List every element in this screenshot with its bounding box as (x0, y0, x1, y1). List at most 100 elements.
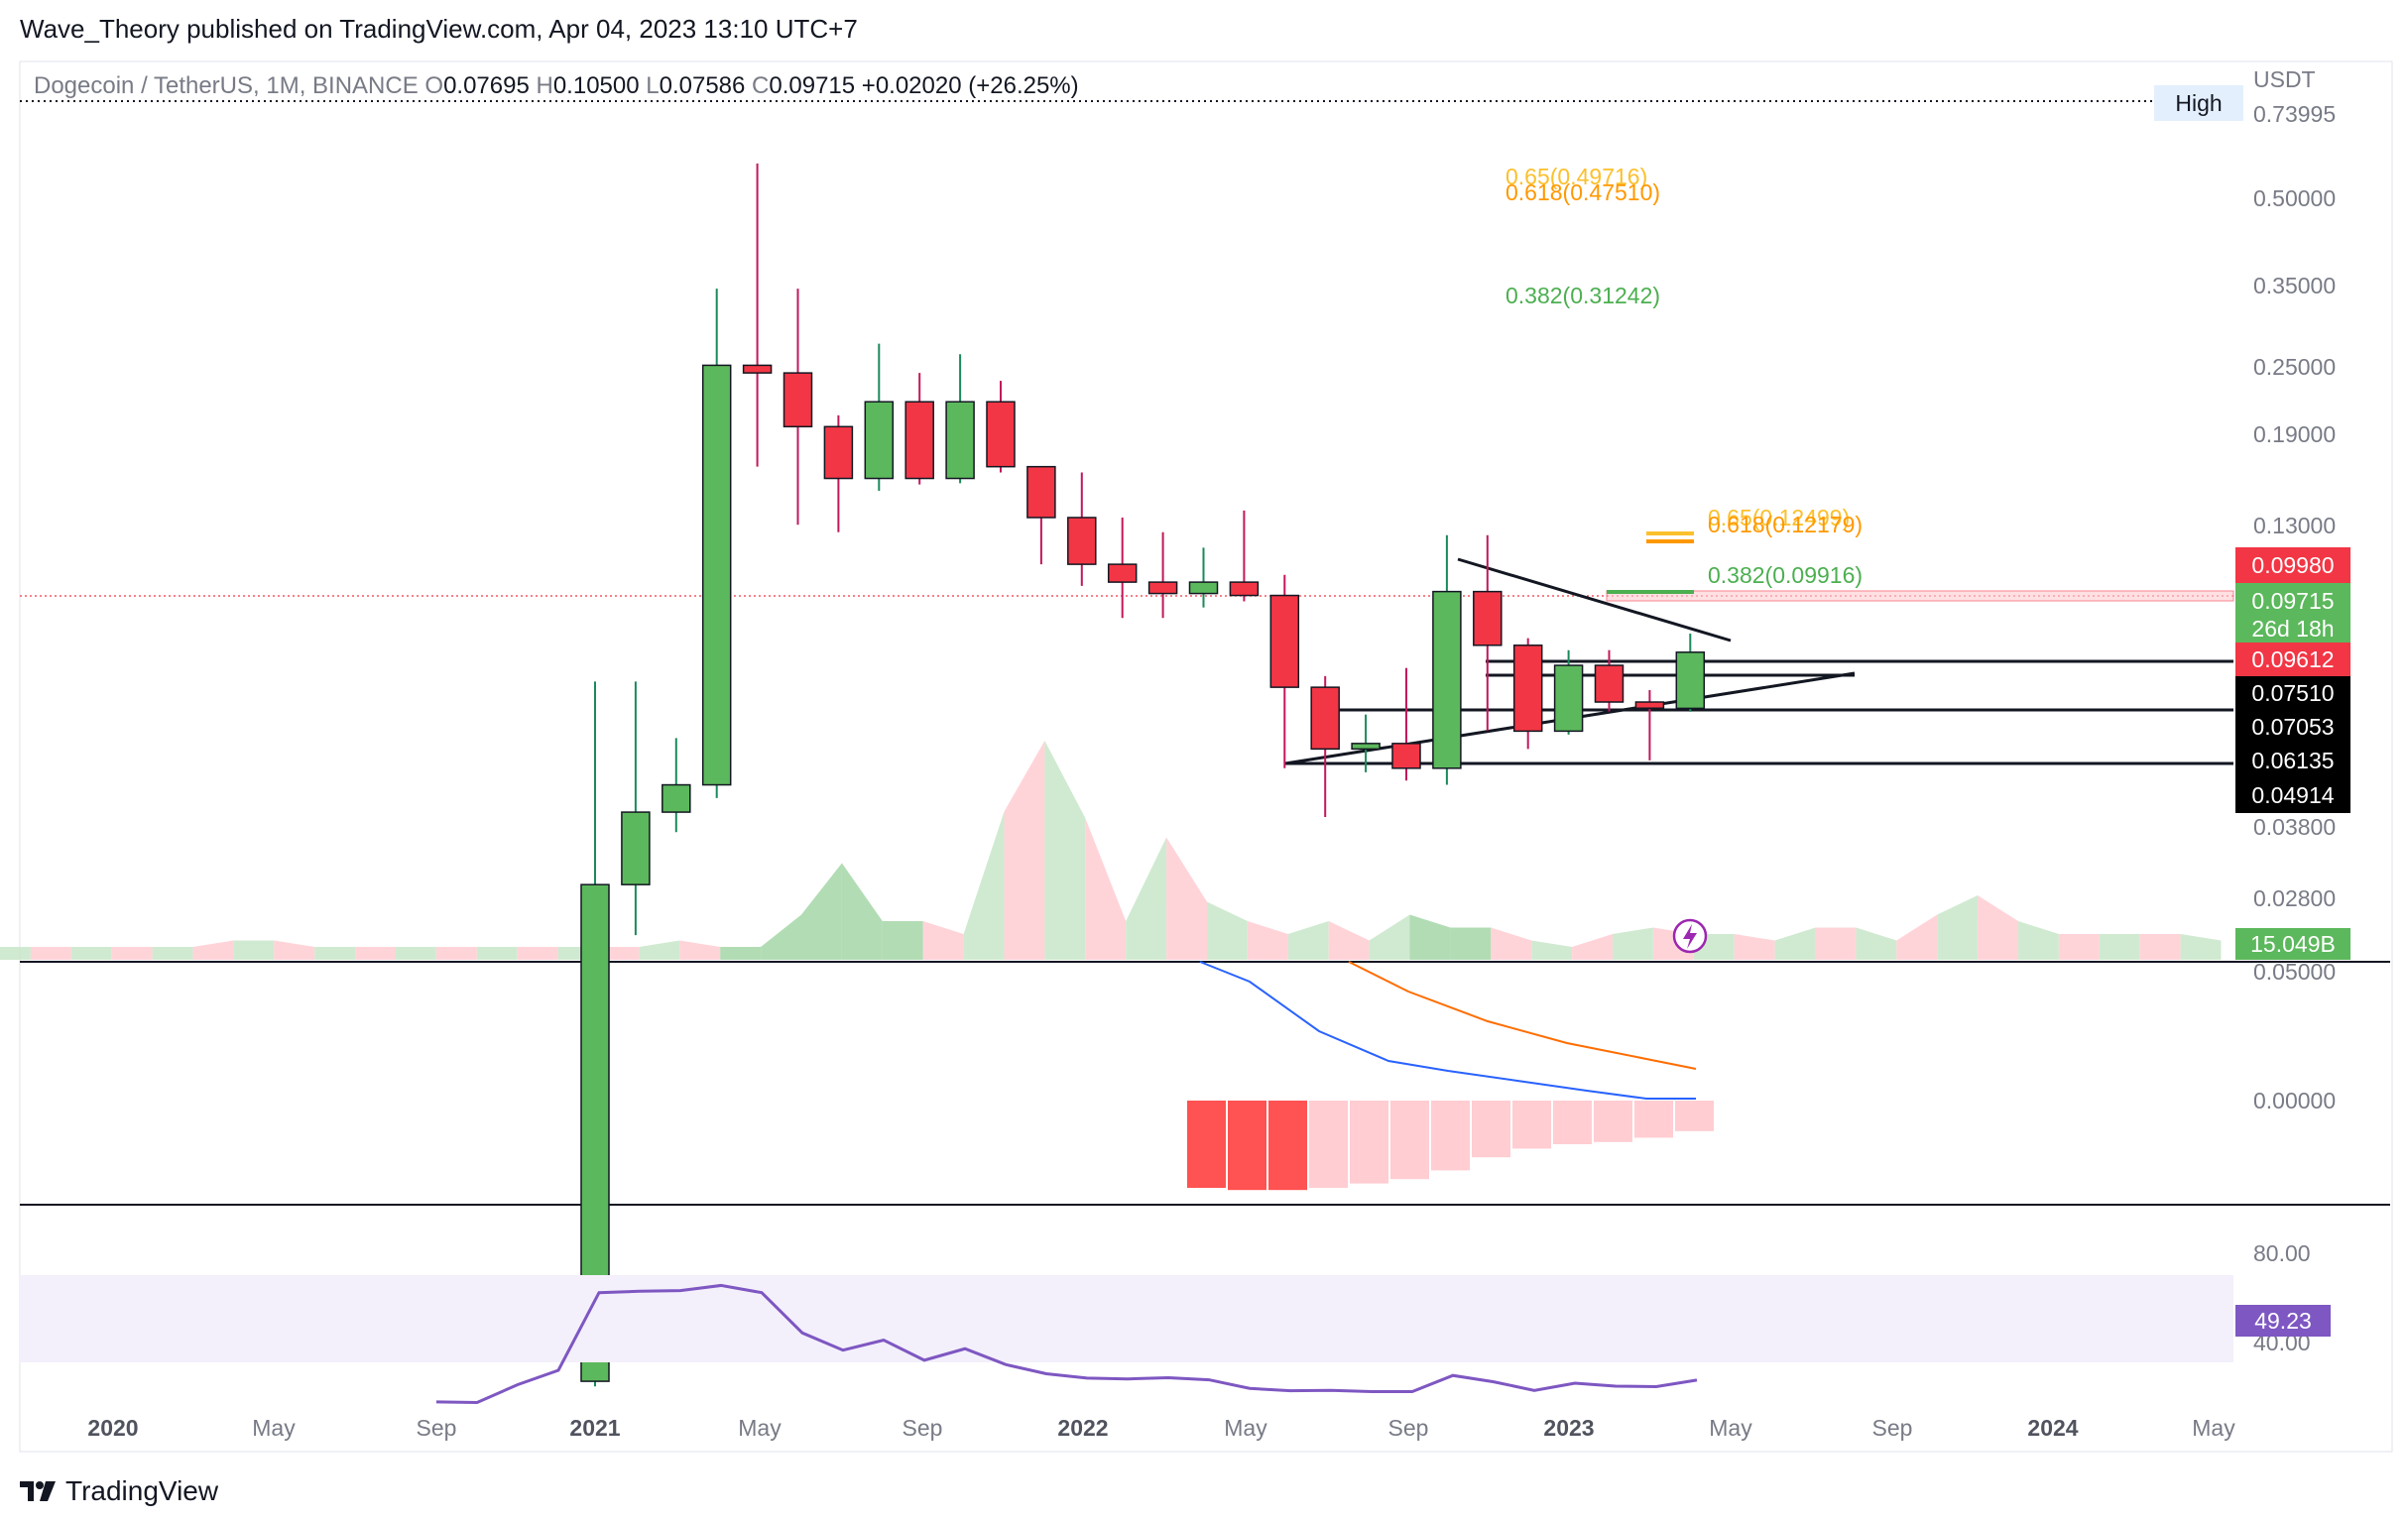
volume-area (2139, 934, 2181, 960)
legend-value: L (646, 72, 659, 99)
candle-body (1675, 651, 1706, 710)
legend-value: C (752, 72, 769, 99)
volume-value-text: 15.049B (2250, 931, 2336, 957)
candle-body (1594, 664, 1625, 703)
candle-body (1269, 594, 1300, 688)
volume-area (1856, 927, 1897, 960)
volume-area (2018, 921, 2059, 960)
price-tag-text: High (2175, 90, 2222, 116)
fib-level-label: 0.618(0.47510) (1505, 179, 1660, 205)
candle-series (580, 163, 1706, 1387)
volume-area (1531, 940, 1573, 960)
time-axis-label: 2021 (569, 1415, 620, 1441)
volume-area (476, 947, 518, 960)
legend-value: 0.07586 (660, 72, 752, 99)
price-tick-label: 0.19000 (2253, 421, 2336, 447)
time-axis-label: May (738, 1415, 782, 1441)
time-axis-label: Sep (417, 1415, 457, 1441)
candle-body (1026, 465, 1056, 519)
candle-body (945, 401, 975, 480)
price-tag-text: 0.09612 (2251, 646, 2334, 672)
legend-value: +0.02020 (+26.25%) (862, 72, 1079, 99)
macd-histogram-bar (1472, 1101, 1510, 1158)
volume-area (111, 947, 153, 960)
volume-area (192, 940, 234, 960)
macd-tick-label: 0.00000 (2253, 1088, 2336, 1113)
published-header: Wave_Theory published on TradingView.com… (20, 14, 858, 44)
price-tag (2235, 710, 2350, 744)
price-tick-label: 0.03800 (2253, 814, 2336, 840)
candle-body (701, 364, 732, 786)
price-tag-text: 0.07510 (2251, 680, 2334, 706)
volume-area (679, 940, 721, 960)
candle-body (742, 364, 773, 374)
signal-line (1348, 961, 1697, 1070)
volume-area (1774, 927, 1816, 960)
price-tag (2154, 85, 2243, 121)
legend-value: 0.09715 (769, 72, 861, 99)
tradingview-logo[interactable]: TradingView (20, 1475, 218, 1507)
macd-histogram-bar (1553, 1101, 1592, 1144)
volume-area (1896, 914, 1938, 960)
price-tag-text: 0.09980 (2251, 552, 2334, 578)
volume-area (1978, 895, 2018, 960)
volume-area (233, 940, 275, 960)
macd-histogram-bar (1675, 1101, 1714, 1131)
macd-tick-label: 0.05000 (2253, 959, 2336, 985)
volume-area (517, 947, 558, 960)
macd-histogram-bar (1512, 1101, 1551, 1149)
legend-value: H (536, 72, 552, 99)
volume-area (1409, 914, 1451, 960)
volume-area (1937, 895, 1979, 960)
macd-histogram-bar (1228, 1101, 1266, 1191)
legend-value: 0.10500 (553, 72, 646, 99)
volume-area (1126, 837, 1167, 960)
fib-levels: 0.65(0.49716)0.618(0.47510) 0.382(0.31242… (1505, 164, 1863, 594)
volume-area (70, 947, 112, 960)
volume-area (761, 914, 801, 960)
macd-histogram-bar (1431, 1101, 1470, 1171)
macd-histogram-bar (1390, 1101, 1429, 1180)
volume-area (1450, 927, 1492, 960)
candle-body (986, 401, 1016, 468)
time-axis-label: 2022 (1057, 1415, 1108, 1441)
volume-area (1572, 934, 1613, 960)
ohlc-legend: Dogecoin / TetherUS, 1M, BINANCE O0.0769… (34, 72, 1079, 99)
volume-area (1815, 927, 1857, 960)
macd-histogram-bar (1187, 1101, 1226, 1188)
price-tag-text: 0.07053 (2251, 714, 2334, 740)
time-axis-label: 2023 (1543, 1415, 1594, 1441)
volume-area (2099, 934, 2140, 960)
time-axis-label: Sep (1388, 1415, 1429, 1441)
candle-body (1310, 686, 1340, 751)
volume-value-tag (2235, 928, 2350, 960)
volume-area (355, 947, 396, 960)
volume-area (922, 921, 964, 960)
rsi-value-text: 49.23 (2254, 1308, 2312, 1334)
candle-body (1147, 581, 1178, 595)
fib-level-label: 0.618(0.12179) (1708, 512, 1863, 537)
volume-area (435, 947, 477, 960)
price-tag-text: 0.09715 (2251, 588, 2334, 614)
volume-area (639, 940, 680, 960)
volume-area (1004, 741, 1045, 960)
volume-area (720, 947, 762, 960)
candle-body (1634, 701, 1665, 709)
volume-area (396, 947, 436, 960)
macd-pane: 0.05000 0.00000 (1187, 959, 2336, 1191)
time-axis-label: Sep (1872, 1415, 1913, 1441)
volume-area (1085, 818, 1127, 960)
volume-area (882, 921, 923, 960)
volume-area (1369, 914, 1410, 960)
fib-level-label: 0.65(0.49716) (1505, 164, 1647, 189)
chart-frame (19, 60, 2393, 1453)
price-tag (2235, 547, 2350, 583)
candle-body (1473, 590, 1503, 646)
tradingview-logo-text: TradingView (65, 1475, 219, 1506)
candle-body (1432, 590, 1462, 769)
candle-body (1229, 581, 1260, 597)
price-tag-countdown: 26d 18h (2251, 616, 2334, 642)
volume-series: 15.049B (0, 741, 2350, 960)
